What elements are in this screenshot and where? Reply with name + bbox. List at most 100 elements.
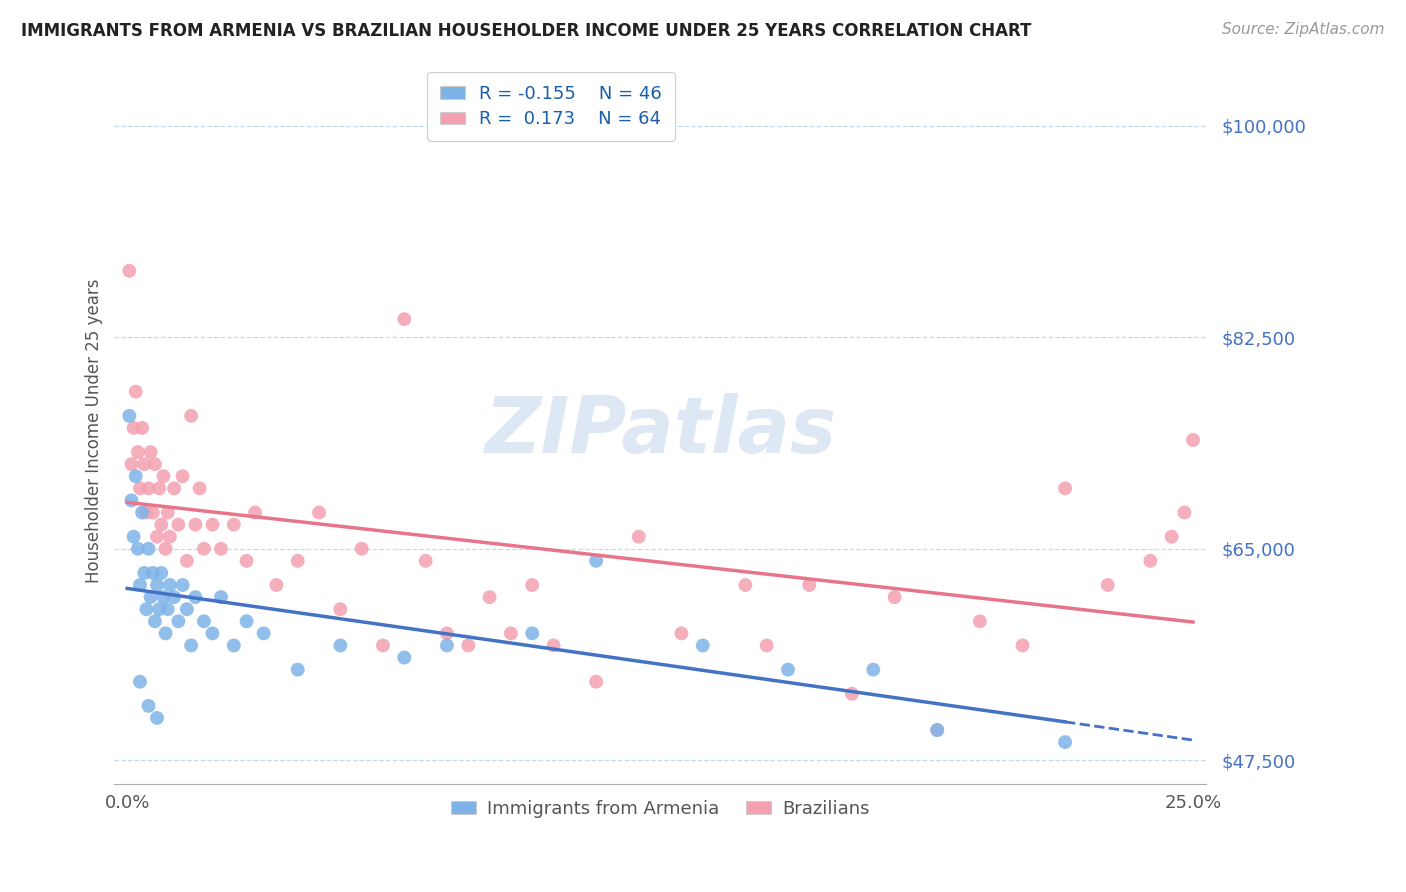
Point bbox=[235, 614, 257, 628]
Point bbox=[252, 626, 274, 640]
Point bbox=[394, 312, 416, 326]
Point bbox=[734, 578, 756, 592]
Point bbox=[122, 421, 145, 435]
Point bbox=[167, 614, 190, 628]
Point bbox=[1054, 481, 1077, 495]
Point bbox=[927, 723, 949, 737]
Point bbox=[155, 626, 177, 640]
Point bbox=[1011, 639, 1033, 653]
Point bbox=[222, 639, 245, 653]
Point bbox=[129, 578, 152, 592]
Point bbox=[159, 530, 181, 544]
Point bbox=[125, 469, 148, 483]
Point bbox=[543, 639, 565, 653]
Point bbox=[1182, 433, 1205, 447]
Point bbox=[671, 626, 693, 640]
Point bbox=[127, 541, 149, 556]
Point bbox=[436, 626, 458, 640]
Point bbox=[148, 481, 170, 495]
Point bbox=[146, 578, 169, 592]
Point bbox=[394, 650, 416, 665]
Point bbox=[155, 541, 177, 556]
Legend: Immigrants from Armenia, Brazilians: Immigrants from Armenia, Brazilians bbox=[443, 792, 877, 825]
Point bbox=[159, 578, 181, 592]
Point bbox=[172, 469, 194, 483]
Point bbox=[142, 506, 165, 520]
Point bbox=[371, 639, 394, 653]
Text: ZIPatlas: ZIPatlas bbox=[484, 393, 837, 469]
Point bbox=[436, 639, 458, 653]
Point bbox=[201, 517, 224, 532]
Point bbox=[121, 493, 143, 508]
Point bbox=[163, 481, 186, 495]
Point bbox=[138, 698, 160, 713]
Point bbox=[776, 663, 799, 677]
Point bbox=[287, 554, 309, 568]
Point bbox=[499, 626, 522, 640]
Point bbox=[799, 578, 821, 592]
Point bbox=[927, 723, 949, 737]
Point bbox=[1054, 735, 1077, 749]
Point bbox=[127, 445, 149, 459]
Point bbox=[1097, 578, 1119, 592]
Point bbox=[180, 409, 202, 423]
Point bbox=[152, 590, 174, 604]
Point bbox=[1139, 554, 1161, 568]
Point bbox=[135, 506, 157, 520]
Point bbox=[522, 626, 544, 640]
Point bbox=[143, 457, 166, 471]
Y-axis label: Householder Income Under 25 years: Householder Income Under 25 years bbox=[86, 278, 103, 583]
Point bbox=[138, 481, 160, 495]
Point bbox=[522, 578, 544, 592]
Point bbox=[287, 663, 309, 677]
Point bbox=[350, 541, 373, 556]
Point bbox=[193, 541, 215, 556]
Point bbox=[266, 578, 288, 592]
Point bbox=[415, 554, 437, 568]
Point bbox=[129, 481, 152, 495]
Point bbox=[156, 506, 179, 520]
Point bbox=[152, 469, 174, 483]
Point bbox=[129, 674, 152, 689]
Point bbox=[188, 481, 211, 495]
Point bbox=[585, 554, 607, 568]
Point bbox=[308, 506, 330, 520]
Point bbox=[134, 457, 156, 471]
Point bbox=[329, 639, 352, 653]
Point bbox=[627, 530, 650, 544]
Point bbox=[143, 614, 166, 628]
Point bbox=[692, 639, 714, 653]
Point bbox=[841, 687, 863, 701]
Point bbox=[883, 590, 905, 604]
Point bbox=[329, 602, 352, 616]
Point bbox=[167, 517, 190, 532]
Point bbox=[131, 506, 153, 520]
Point bbox=[146, 530, 169, 544]
Point bbox=[969, 614, 991, 628]
Text: IMMIGRANTS FROM ARMENIA VS BRAZILIAN HOUSEHOLDER INCOME UNDER 25 YEARS CORRELATI: IMMIGRANTS FROM ARMENIA VS BRAZILIAN HOU… bbox=[21, 22, 1032, 40]
Point bbox=[176, 602, 198, 616]
Point bbox=[1160, 530, 1182, 544]
Point bbox=[131, 421, 153, 435]
Point bbox=[134, 566, 156, 580]
Point bbox=[243, 506, 266, 520]
Point bbox=[222, 517, 245, 532]
Point bbox=[139, 445, 162, 459]
Point bbox=[201, 626, 224, 640]
Point bbox=[209, 541, 232, 556]
Point bbox=[150, 566, 173, 580]
Point bbox=[139, 590, 162, 604]
Point bbox=[235, 554, 257, 568]
Point bbox=[122, 530, 145, 544]
Point bbox=[193, 614, 215, 628]
Point bbox=[135, 602, 157, 616]
Point bbox=[148, 602, 170, 616]
Point bbox=[150, 517, 173, 532]
Point bbox=[457, 639, 479, 653]
Point bbox=[118, 264, 141, 278]
Point bbox=[184, 590, 207, 604]
Point bbox=[121, 457, 143, 471]
Point bbox=[585, 674, 607, 689]
Point bbox=[125, 384, 148, 399]
Point bbox=[138, 541, 160, 556]
